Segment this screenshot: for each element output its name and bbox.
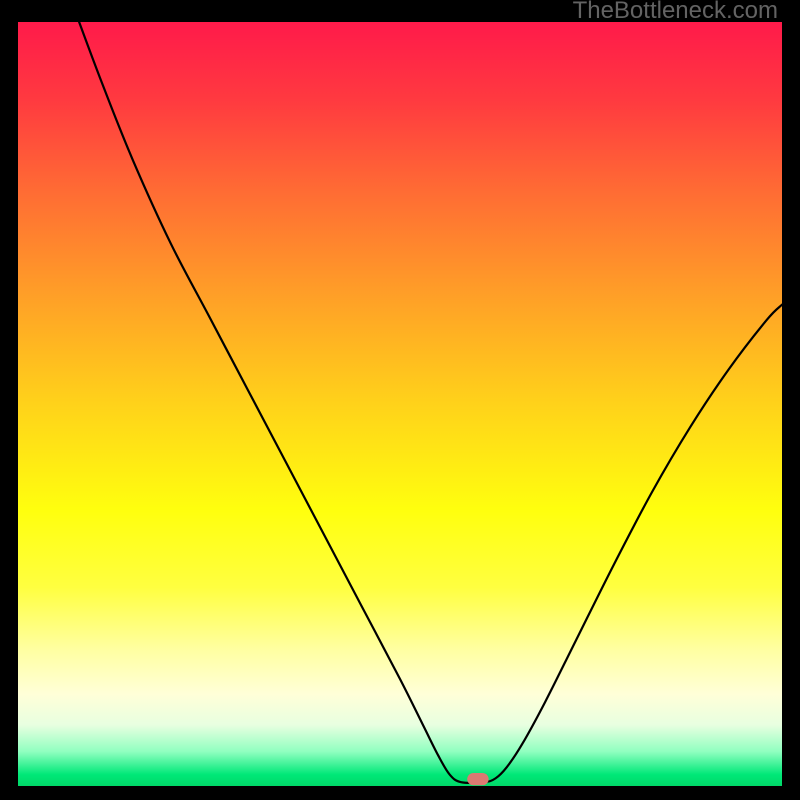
frame-border-right	[782, 0, 800, 800]
bottleneck-marker	[467, 773, 488, 785]
frame-border-left	[0, 0, 18, 800]
plot-svg	[18, 22, 782, 786]
plot-background	[18, 22, 782, 786]
plot-area	[18, 22, 782, 786]
frame-border-bottom	[0, 786, 800, 800]
chart-frame: TheBottleneck.com	[0, 0, 800, 800]
watermark-text: TheBottleneck.com	[573, 0, 778, 22]
